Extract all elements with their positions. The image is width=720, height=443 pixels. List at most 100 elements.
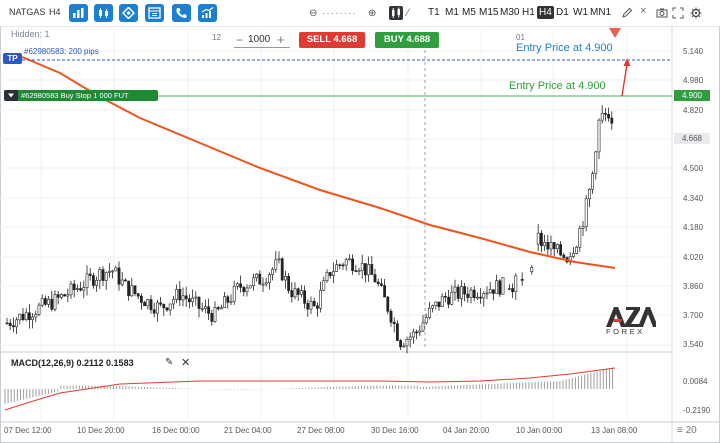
timeframe-h4[interactable]: H4 [537, 6, 554, 19]
candle [111, 270, 115, 273]
candle [408, 336, 412, 340]
candle [271, 268, 275, 275]
candle [309, 300, 313, 310]
timeframe-label[interactable]: H4 [49, 7, 61, 17]
candle [21, 313, 25, 320]
symbol-label[interactable]: NATGAS [9, 7, 46, 17]
candle [351, 258, 355, 271]
y-axis-label: 4.820 [683, 106, 704, 115]
candle [450, 291, 454, 305]
take-profit-tag[interactable]: TP [3, 53, 22, 64]
timeframe-m15[interactable]: M15 [479, 7, 499, 18]
candle [383, 285, 387, 298]
candle [367, 264, 371, 276]
candle [303, 290, 307, 304]
timeframe-m5[interactable]: M5 [462, 7, 476, 18]
zoom-out-button[interactable]: ⊖ [309, 8, 318, 19]
indicators-button[interactable] [94, 4, 113, 22]
screenshot-icon[interactable] [656, 7, 668, 19]
candle [5, 322, 9, 325]
candle [133, 285, 137, 294]
quantity-stepper[interactable]: − 1000 + [234, 31, 290, 49]
settings-gear-icon[interactable] [690, 7, 702, 19]
candle [440, 295, 444, 307]
edit-icon[interactable] [621, 7, 633, 19]
candle [82, 287, 86, 291]
timeframe-w1[interactable]: W1 [573, 7, 588, 18]
logo-subtitle: FOREX [606, 327, 645, 336]
candle [248, 285, 252, 289]
hidden-objects-label[interactable]: Hidden: 1 [11, 29, 50, 39]
y-axis-label: 5.140 [683, 47, 704, 56]
candle [485, 292, 489, 295]
candle [546, 242, 550, 250]
candle [168, 303, 172, 311]
candle [72, 283, 76, 290]
candle [200, 308, 204, 310]
macd-close-icon[interactable]: ✕ [181, 357, 191, 369]
candle [245, 287, 249, 293]
close-all-icon[interactable]: × [640, 5, 647, 17]
analytics-button[interactable] [198, 4, 217, 22]
y-axis-label: 3.700 [683, 311, 704, 320]
candle-type-icon[interactable] [389, 6, 403, 20]
zoom-in-button[interactable]: ⊕ [368, 8, 377, 19]
timeframe-h1[interactable]: H1 [522, 7, 535, 18]
y-axis-label: 4.180 [683, 223, 704, 232]
price-chart[interactable] [0, 26, 720, 443]
chart-type-button[interactable] [69, 4, 88, 22]
candle [469, 289, 473, 298]
candle [223, 296, 227, 308]
candle [140, 295, 143, 303]
pending-order-tag[interactable]: #62980583 Buy Stop 1 000 FUT [4, 90, 158, 101]
quantity-minus-button[interactable]: − [236, 33, 244, 47]
candle [594, 151, 598, 174]
chart-toolbar: NATGAS H4 ⊖ ········ ⊕ ∕ T1 M1 M5 M15 M3… [0, 0, 720, 27]
alerts-button[interactable] [172, 4, 191, 22]
candle [373, 274, 377, 283]
timeframe-d1[interactable]: D1 [556, 7, 569, 18]
crosshair-tool[interactable]: ∕ [407, 7, 409, 19]
candle [306, 303, 310, 310]
candle [559, 244, 563, 256]
quantity-input[interactable]: 1000 [248, 34, 271, 45]
candle [395, 323, 399, 341]
candle [475, 296, 479, 299]
candle [63, 294, 67, 297]
buy-button[interactable]: BUY 4.688 [375, 32, 439, 48]
candle [287, 276, 291, 291]
macd-y-axis-label: 0.0084 [683, 377, 708, 386]
candle [411, 331, 415, 338]
candle [15, 319, 19, 328]
candle [379, 283, 383, 286]
candle [405, 339, 409, 347]
aza-forex-logo [606, 307, 656, 327]
timeframe-mn1[interactable]: MN1 [590, 7, 612, 18]
candle [236, 283, 239, 287]
sell-button[interactable]: SELL 4.668 [299, 32, 365, 48]
timeframe-t1[interactable]: T1 [428, 7, 440, 18]
candle [226, 296, 230, 303]
candle [341, 264, 345, 267]
macd-edit-icon[interactable]: ✎ [165, 357, 174, 368]
fullscreen-icon[interactable] [672, 7, 684, 19]
candle [127, 280, 131, 297]
candle [571, 253, 575, 257]
templates-button[interactable] [145, 4, 164, 22]
candle [50, 298, 54, 310]
candle [120, 279, 124, 285]
footer-menu-icon[interactable]: ≡ 20 [677, 425, 697, 436]
timeframe-m1[interactable]: M1 [445, 7, 459, 18]
candle [482, 293, 486, 299]
drawing-tools-button[interactable] [119, 4, 138, 22]
order-chevron-icon[interactable] [4, 90, 18, 101]
candle [188, 298, 191, 303]
candle [360, 263, 364, 272]
timeframe-m30[interactable]: M30 [500, 7, 520, 18]
candle [456, 286, 460, 299]
quantity-plus-button[interactable]: + [277, 32, 285, 47]
candle [575, 246, 579, 254]
candle [258, 273, 262, 285]
candle [117, 267, 121, 285]
zoom-slider[interactable]: ········ [322, 8, 357, 19]
